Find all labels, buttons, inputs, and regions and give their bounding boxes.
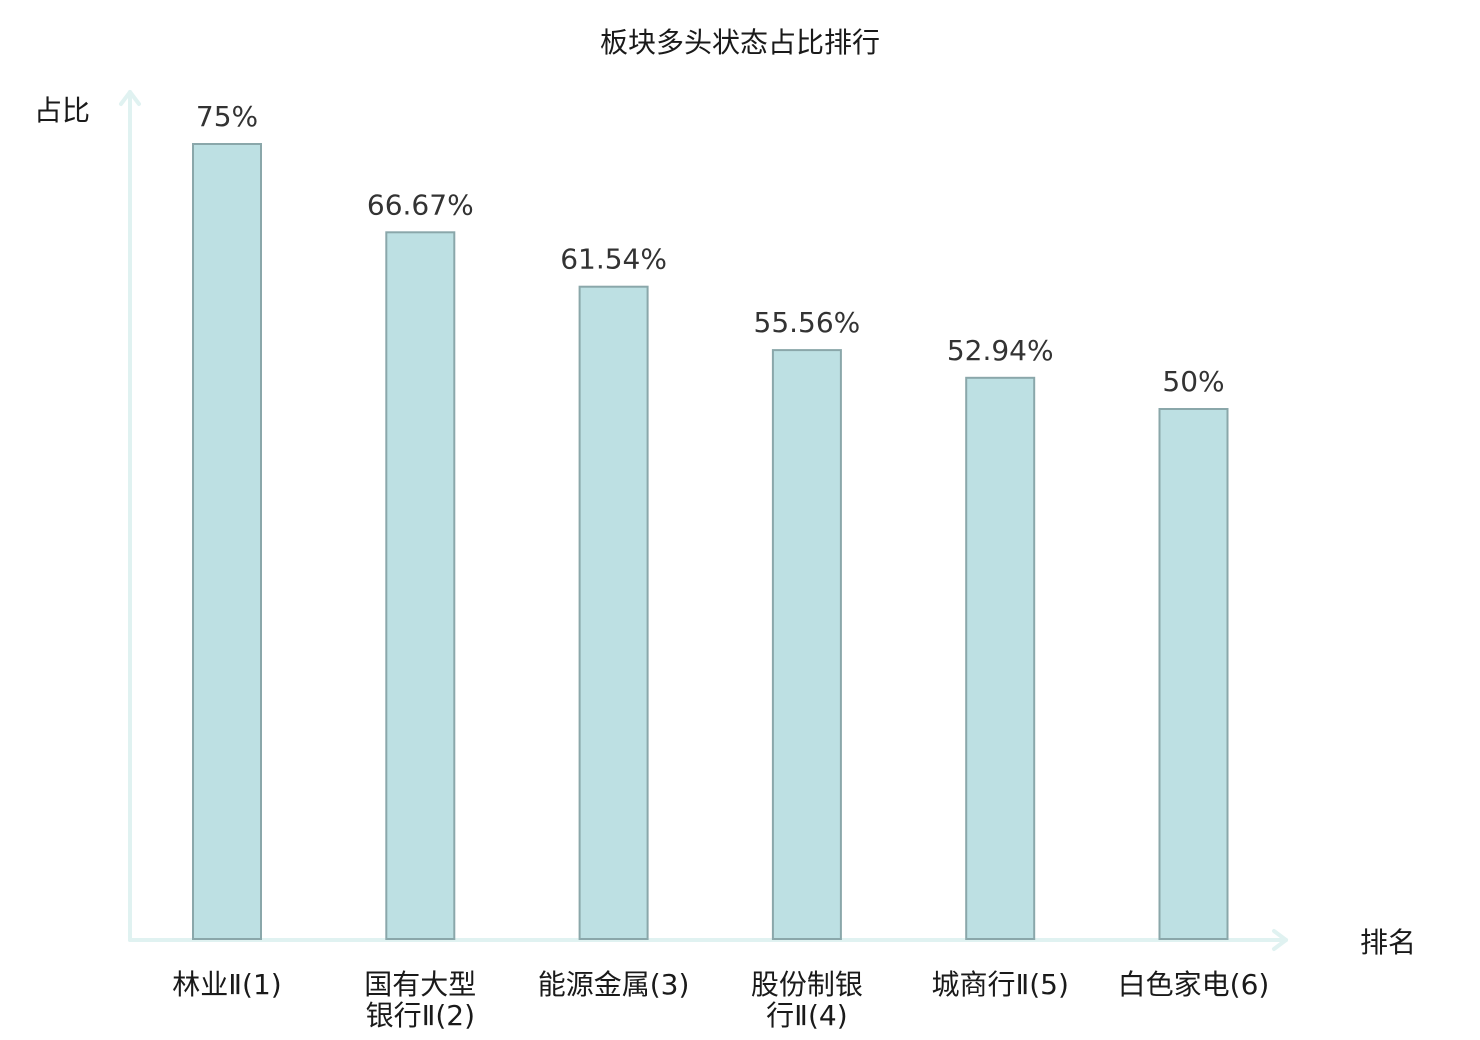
value-label-1: 75% [196,100,258,133]
value-label-4: 55.56% [754,306,861,339]
category-label-2-line-1: 国有大型 [364,968,476,1001]
bar-2 [385,231,456,941]
category-label-2-line-2: 银行Ⅱ(2) [366,999,475,1032]
value-label-3: 61.54% [560,243,667,276]
bar-5 [965,376,1036,940]
bar-3 [578,285,649,940]
y-axis-label: 占比 [34,94,90,127]
value-label-5: 52.94% [947,334,1054,367]
chart-title: 板块多头状态占比排行 [600,26,880,59]
category-label-4-line-1: 股份制银 [751,968,863,1001]
x-axis [128,929,1288,951]
x-axis-label: 排名 [1360,926,1416,959]
category-label-4-line-2: 行Ⅱ(4) [766,999,847,1032]
bar-6 [1158,408,1229,940]
y-axis [119,90,141,942]
bars-group [192,143,1229,941]
category-label-1: 林业Ⅱ(1) [172,968,281,1001]
value-label-6: 50% [1162,365,1224,398]
category-label-3: 能源金属(3) [538,968,690,1001]
bar-1 [192,143,262,940]
value-labels-group: 75% 66.67% 61.54% 55.56% 52.94% 50% [196,100,1225,398]
category-label-5: 城商行Ⅱ(5) [931,968,1068,1001]
category-label-6: 白色家电(6) [1118,968,1270,1001]
bar-4 [771,349,842,941]
value-label-2: 66.67% [367,188,474,221]
